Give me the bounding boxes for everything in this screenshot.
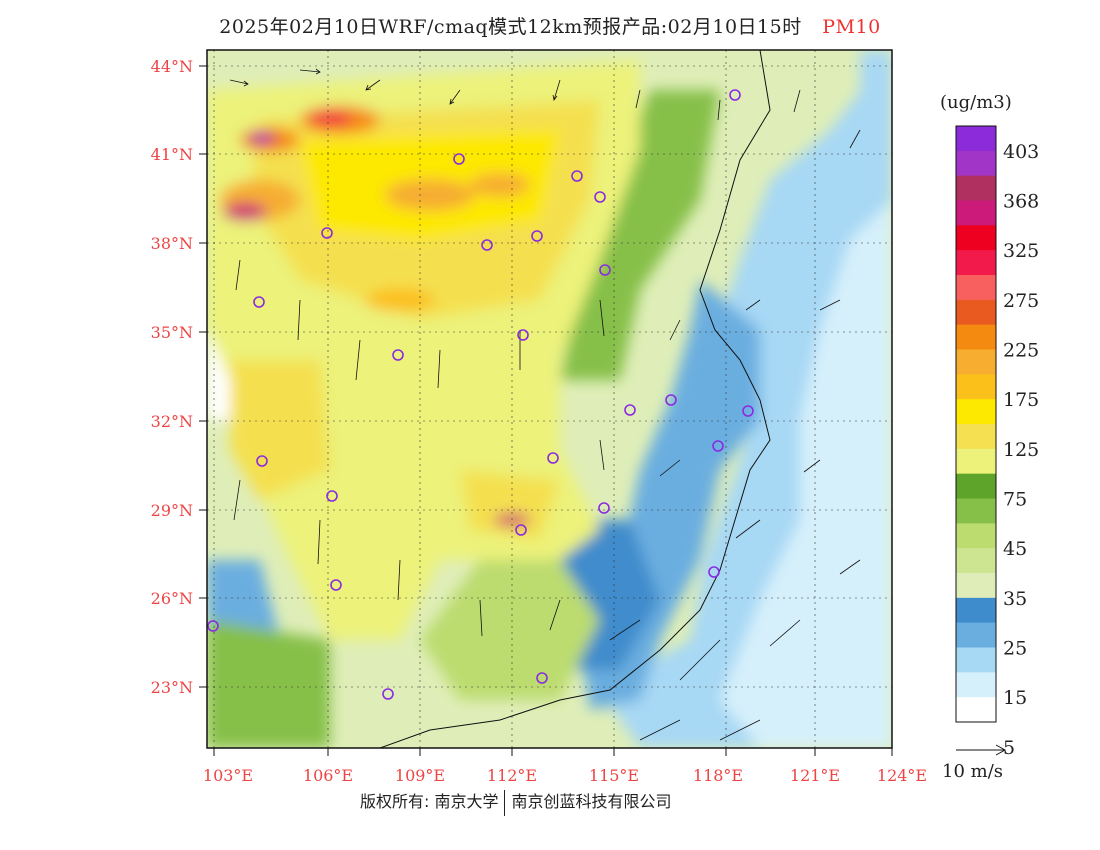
legend-frame: [955, 125, 997, 723]
legend-swatch: [956, 175, 996, 201]
legend-swatch: [956, 672, 996, 698]
lon-label: 124°E: [877, 766, 927, 785]
pollutant-label: PM10: [822, 16, 881, 38]
legend-label: 225: [1003, 340, 1039, 362]
legend-swatch: [956, 349, 996, 375]
latitude-labels: 44°N 41°N 38°N 35°N 32°N 29°N 26°N 23°N: [151, 57, 193, 697]
wind-scale-arrow: [956, 744, 1007, 756]
legend-swatch: [956, 473, 996, 499]
lat-label: 35°N: [151, 323, 193, 342]
legend-swatch: [956, 275, 996, 301]
map-frame: [206, 49, 893, 749]
concentration-field: [207, 50, 892, 748]
lon-label: 118°E: [693, 766, 743, 785]
lat-label: 41°N: [151, 145, 193, 164]
legend-label: 403: [1003, 141, 1039, 163]
legend-label: 275: [1003, 290, 1039, 312]
lat-label: 32°N: [151, 412, 193, 431]
copyright-right: 南京创蓝科技有限公司: [511, 792, 672, 811]
legend-swatch: [956, 548, 996, 574]
coastline: [379, 50, 771, 748]
legend-label: 45: [1003, 538, 1027, 560]
legend-swatch: [956, 523, 996, 549]
lat-label: 29°N: [151, 501, 193, 520]
legend-swatch: [956, 697, 996, 723]
lat-label: 26°N: [151, 589, 193, 608]
legend-swatch: [956, 150, 996, 177]
lon-label: 109°E: [395, 766, 445, 785]
legend-swatches: [956, 126, 996, 723]
legend-swatch: [956, 597, 996, 624]
legend-labels: 403 368 325 275 225 175 125 75 45 35 25 15 5: [1003, 141, 1039, 759]
lon-label: 106°E: [303, 766, 353, 785]
legend-swatch: [956, 324, 996, 350]
wind-vectors: [229, 68, 861, 741]
grid-lines: [207, 50, 892, 748]
legend-label: 125: [1003, 439, 1039, 461]
legend-label: 325: [1003, 240, 1039, 262]
legend-swatch: [956, 126, 996, 152]
legend-swatch: [956, 225, 996, 251]
legend-swatch: [956, 250, 996, 276]
map-title: 2025年02月10日WRF/cmaq模式12km预报产品:02月10日15时 …: [0, 12, 1100, 39]
legend-swatch: [956, 498, 996, 524]
legend-label: 175: [1003, 389, 1039, 411]
legend-swatch: [956, 399, 996, 425]
legend-label: 35: [1003, 588, 1027, 610]
color-legend: (ug/m3) 403 368 325 275 225 175 125 75 45 35 25 15 5…: [940, 92, 1039, 782]
title-main: 2025年02月10日WRF/cmaq模式12km预报产品:02月10日15时: [219, 16, 802, 38]
copyright-footer: 版权所有: 南京大学 南京创蓝科技有限公司: [360, 788, 672, 816]
legend-swatch: [956, 374, 996, 400]
legend-label: 5: [1003, 737, 1015, 759]
wind-scale-label: 10 m/s: [942, 761, 1003, 782]
legend-swatch: [956, 573, 996, 599]
map-panel: [207, 50, 892, 748]
lat-label: 38°N: [151, 234, 193, 253]
legend-swatch: [956, 424, 996, 450]
legend-unit: (ug/m3): [940, 92, 1012, 113]
legend-label: 15: [1003, 687, 1027, 709]
legend-swatch: [956, 647, 996, 673]
copyright-left: 版权所有: 南京大学: [360, 792, 499, 811]
legend-swatch: [956, 200, 996, 226]
longitude-labels: 103°E 106°E 109°E 112°E 115°E 118°E 121°…: [203, 766, 927, 785]
footer-separator: [504, 789, 506, 816]
lat-label: 44°N: [151, 57, 193, 76]
legend-label: 75: [1003, 489, 1027, 511]
city-markers: [207, 89, 754, 700]
lon-label: 121°E: [790, 766, 840, 785]
legend-label: 25: [1003, 638, 1027, 660]
legend-swatch: [956, 448, 996, 475]
lon-label: 103°E: [203, 766, 253, 785]
lat-label: 23°N: [151, 678, 193, 697]
axis-ticks: [199, 65, 893, 756]
legend-swatch: [956, 622, 996, 648]
lon-label: 115°E: [589, 766, 639, 785]
legend-label: 368: [1003, 191, 1039, 213]
legend-swatch: [956, 299, 996, 326]
lon-label: 112°E: [487, 766, 537, 785]
